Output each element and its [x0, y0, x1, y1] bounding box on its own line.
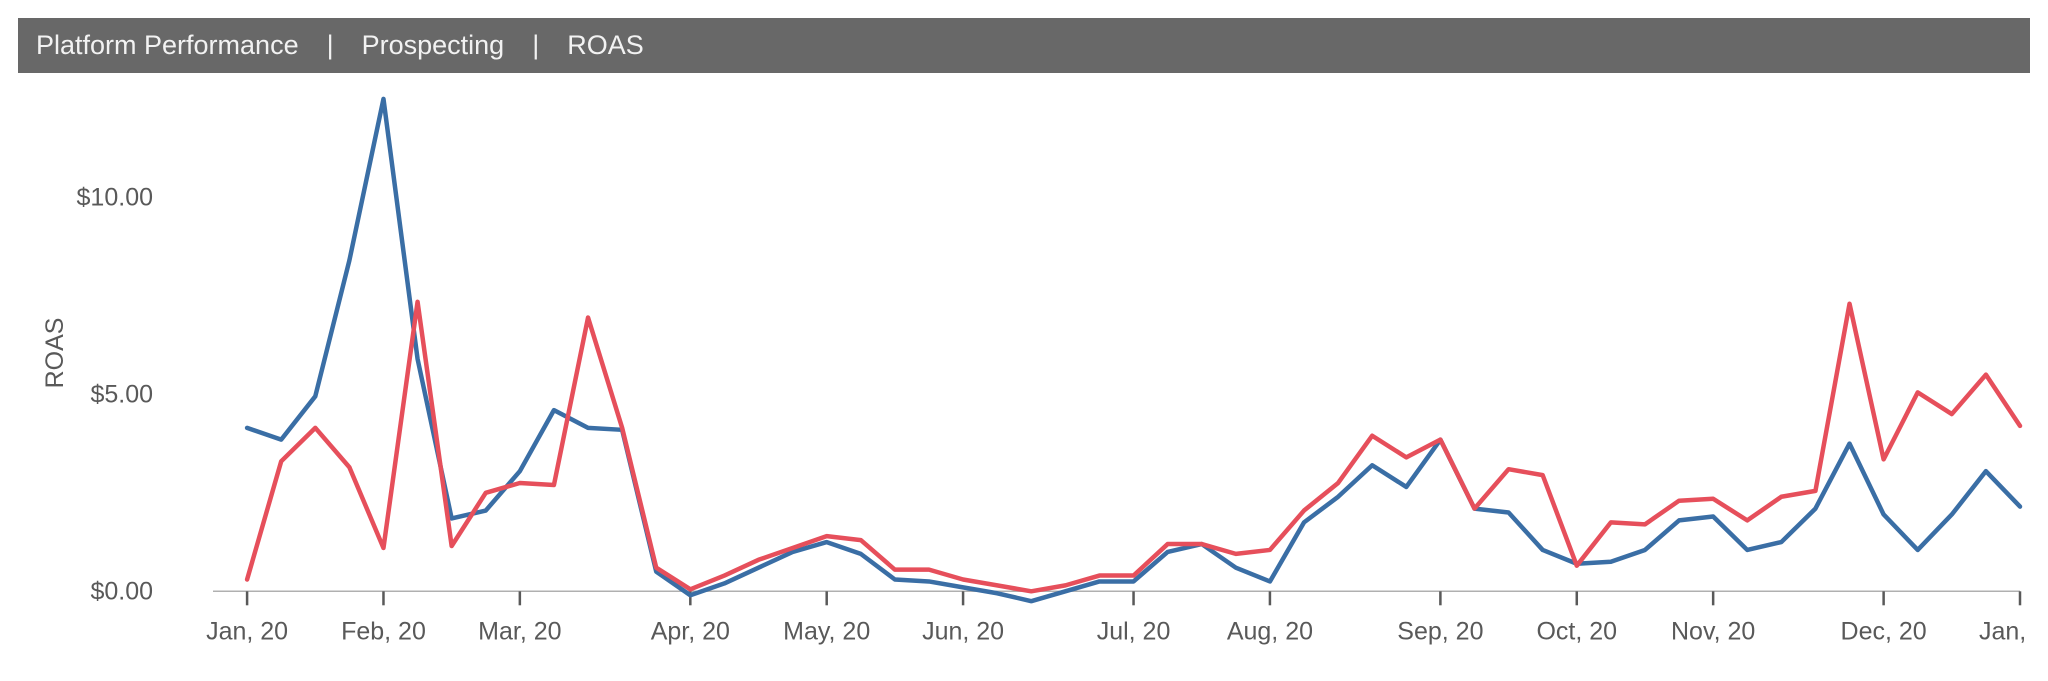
line-series-a [247, 99, 2020, 601]
chart-svg: $0.00 $5.00 $10.00 Jan, 20 Feb, 20 Mar, 20 Apr… [18, 90, 2030, 681]
x-tick-label: Mar, 20 [478, 617, 561, 645]
breadcrumb-item-2[interactable]: ROAS [567, 30, 644, 61]
x-tick-label: May, 20 [783, 617, 870, 645]
breadcrumb-item-0[interactable]: Platform Performance [36, 30, 299, 61]
x-tick-label: Jul, 20 [1097, 617, 1171, 645]
x-tick-label: Oct, 20 [1536, 617, 1617, 645]
x-tick-label: Apr, 20 [651, 617, 730, 645]
y-tick-label: $5.00 [90, 380, 153, 408]
roas-line-chart: $0.00 $5.00 $10.00 Jan, 20 Feb, 20 Mar, 20 Apr… [18, 90, 2030, 681]
x-tick-label: Dec, 20 [1841, 617, 1927, 645]
x-tick-label: Aug, 20 [1227, 617, 1313, 645]
breadcrumb-header: Platform Performance | Prospecting | ROA… [18, 18, 2030, 73]
x-tick-label: Jan, 21 [1979, 617, 2030, 645]
x-tick-label: Nov, 20 [1671, 617, 1755, 645]
y-axis-label: ROAS [41, 318, 69, 389]
breadcrumb-separator: | [532, 30, 539, 61]
y-tick-label: $0.00 [90, 577, 153, 605]
breadcrumb-separator: | [327, 30, 334, 61]
x-tick-label: Feb, 20 [341, 617, 426, 645]
x-tick-label: Jun, 20 [922, 617, 1004, 645]
x-tick-label: Sep, 20 [1397, 617, 1483, 645]
x-tick-label: Jan, 20 [206, 617, 288, 645]
breadcrumb-item-1[interactable]: Prospecting [362, 30, 505, 61]
y-tick-label: $10.00 [77, 183, 153, 211]
